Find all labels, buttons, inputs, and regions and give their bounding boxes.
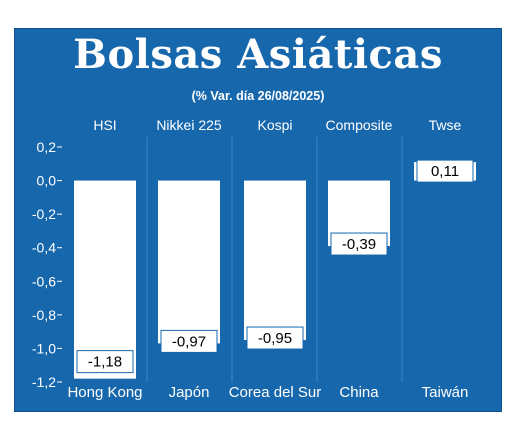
- bar: [74, 180, 136, 379]
- y-tick-label: 0,0: [37, 173, 57, 189]
- x-category-label: Taiwán: [422, 384, 469, 401]
- y-tick-label: -1,2: [32, 374, 56, 390]
- x-category-label: Japón: [169, 384, 210, 401]
- index-name-label: Kospi: [257, 117, 292, 133]
- x-category-label: Corea del Sur: [229, 384, 322, 401]
- y-tick-label: -0,8: [32, 307, 56, 323]
- value-label: -0,95: [258, 330, 292, 347]
- value-label: -1,18: [88, 354, 122, 371]
- y-tick-label: -0,6: [32, 273, 56, 289]
- chart-subtitle: (% Var. día 26/08/2025): [191, 89, 325, 103]
- index-name-label: Nikkei 225: [156, 117, 222, 133]
- value-label-box: [416, 159, 474, 183]
- y-tick-label: -0,4: [32, 240, 56, 256]
- y-tick-label: -1,0: [32, 340, 56, 356]
- value-label-box: [160, 329, 218, 353]
- chart-title: Bolsas Asiáticas: [73, 31, 443, 78]
- x-category-label: Hong Kong: [67, 384, 142, 401]
- value-label: 0,11: [431, 163, 459, 180]
- index-name-label: Twse: [429, 117, 462, 133]
- index-name-label: HSI: [93, 117, 116, 133]
- bar: [244, 180, 306, 341]
- value-label-box: [76, 350, 134, 374]
- value-label: -0,97: [172, 333, 206, 350]
- index-name-label: Composite: [326, 117, 393, 133]
- bar: [158, 180, 220, 344]
- value-label-box: [330, 232, 388, 256]
- y-tick-label: 0,2: [37, 139, 57, 155]
- x-category-label: China: [339, 384, 379, 401]
- y-tick-label: -0,2: [32, 206, 56, 222]
- value-label-box: [246, 326, 304, 350]
- value-label: -0,39: [342, 236, 376, 253]
